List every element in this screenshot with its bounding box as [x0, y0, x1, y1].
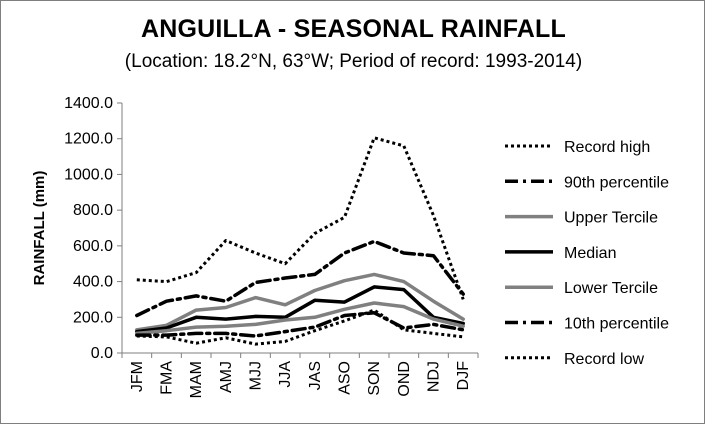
- axes: 0.0 200.0 400.0 600.0 800.0 1000.0 1200.0 1400.…: [64, 95, 479, 398]
- x-tick-label: AMJ: [218, 361, 235, 393]
- series-line-lower-tercile: [135, 301, 465, 336]
- series-line-median: [135, 285, 465, 334]
- x-tick-label: JAS: [307, 361, 324, 390]
- x-tick-label: MAM: [188, 361, 205, 398]
- legend: Record high 90th percentile Upper Tercile M…: [505, 139, 669, 368]
- legend-label-10th-percentile: 10th percentile: [564, 316, 669, 333]
- series-layer: [135, 136, 465, 346]
- y-tick-label: 200.0: [73, 309, 113, 326]
- legend-label-record-low: Record low: [564, 351, 644, 368]
- legend-label-median: Median: [564, 245, 616, 262]
- y-axis-label: RAINFALL (mm): [31, 171, 48, 286]
- y-tick-label: 1000.0: [64, 166, 113, 183]
- chart-title: ANGUILLA - SEASONAL RAINFALL: [140, 15, 567, 43]
- series-line-10th-percentile: [135, 311, 465, 338]
- x-tick-label: DJF: [455, 361, 472, 391]
- legend-label-record-high: Record high: [564, 139, 650, 156]
- x-tick-label: JFM: [129, 361, 146, 392]
- legend-label-90th-percentile: 90th percentile: [564, 174, 669, 191]
- x-tick-label: ASO: [337, 361, 354, 395]
- y-tick-label: 800.0: [73, 202, 113, 219]
- chart-subtitle: (Location: 18.2°N, 63°W; Period of recor…: [124, 51, 583, 72]
- legend-label-lower-tercile: Lower Tercile: [564, 280, 658, 297]
- legend-label-upper-tercile: Upper Tercile: [564, 210, 658, 227]
- y-tick-label: 400.0: [73, 274, 113, 291]
- x-tick-label: SON: [366, 361, 383, 396]
- y-tick-label: 1200.0: [64, 131, 113, 148]
- x-tick-label: NDJ: [426, 361, 443, 392]
- x-tick-label: JJA: [277, 361, 294, 388]
- series-line-90th-percentile: [135, 239, 465, 318]
- x-tick-label: FMA: [159, 361, 176, 395]
- x-tick-label: MJJ: [248, 361, 265, 390]
- series-line-record-high: [136, 136, 465, 300]
- y-tick-label: 600.0: [73, 238, 113, 255]
- series-line-upper-tercile: [135, 272, 465, 332]
- y-tick-label: 1400.0: [64, 95, 113, 112]
- series-line-record-low: [136, 308, 464, 346]
- y-tick-label: 0.0: [91, 345, 113, 362]
- x-tick-label: OND: [396, 361, 413, 397]
